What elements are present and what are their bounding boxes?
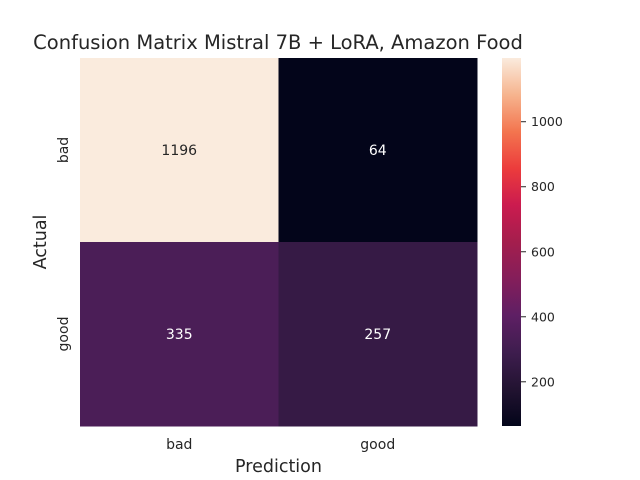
- x-axis-ticks: bad good: [166, 437, 395, 453]
- y-axis-label: Actual: [31, 215, 51, 270]
- y-tick-label: good: [56, 317, 72, 352]
- colorbar-tick-label: 600: [531, 244, 555, 259]
- colorbar-tick-label: 800: [531, 179, 555, 194]
- colorbar-ticks: 200 400 600 800 1000: [521, 114, 563, 389]
- colorbar: [502, 58, 521, 426]
- heatmap-cells: [80, 58, 478, 427]
- cell-value-label: 257: [364, 327, 391, 343]
- heatmap-cell: [80, 58, 279, 243]
- y-axis-ticks: bad good: [56, 137, 72, 352]
- heatmap-cell-labels: 1196 64 335 257: [161, 143, 391, 343]
- colorbar-tick-label: 200: [531, 374, 555, 389]
- heatmap-cell: [80, 242, 279, 427]
- x-tick-label: bad: [166, 437, 192, 453]
- x-tick-label: good: [360, 437, 395, 453]
- cell-value-label: 1196: [161, 143, 197, 159]
- heatmap-cell: [278, 58, 478, 243]
- chart-title: Confusion Matrix Mistral 7B + LoRA, Amaz…: [33, 31, 523, 54]
- y-tick-label: bad: [56, 137, 72, 163]
- cell-value-label: 335: [166, 327, 193, 343]
- colorbar-tick-label: 1000: [531, 114, 563, 129]
- heatmap-cell: [278, 242, 478, 427]
- x-axis-label: Prediction: [235, 457, 322, 477]
- cell-value-label: 64: [369, 143, 387, 159]
- colorbar-tick-label: 400: [531, 309, 555, 324]
